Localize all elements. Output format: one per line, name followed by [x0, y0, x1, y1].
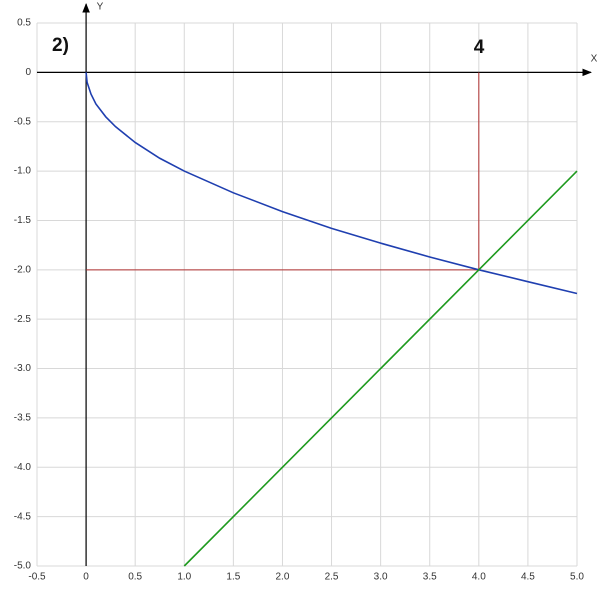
- y-tick-label: -0.5: [14, 116, 32, 127]
- x-tick-label: 4.0: [472, 572, 486, 583]
- x-tick-label: 1.5: [226, 572, 240, 583]
- y-tick-label: -3.5: [14, 413, 32, 424]
- y-axis-label: Y: [97, 2, 104, 13]
- y-tick-label: 0: [25, 67, 31, 78]
- x-tick-label: 0: [83, 572, 89, 583]
- x-tick-label: 1.0: [177, 572, 191, 583]
- x-axis-label: X: [591, 54, 598, 65]
- line-series: [85, 72, 578, 295]
- x-tick-label: 0.5: [128, 572, 142, 583]
- y-tick-label: -3.0: [14, 363, 32, 374]
- x-tick-label: 2.5: [325, 572, 339, 583]
- x-tick-label: 4.5: [521, 572, 535, 583]
- y-tick-label: -2.5: [14, 314, 32, 325]
- annotation: 4: [474, 37, 485, 58]
- y-tick-label: -4.0: [14, 462, 32, 473]
- line-series: [183, 170, 578, 567]
- y-tick-label: -1.5: [14, 215, 32, 226]
- y-tick-label: 0.5: [17, 18, 31, 29]
- x-tick-label: 2.0: [276, 572, 290, 583]
- x-tick-label: 3.0: [374, 572, 388, 583]
- y-tick-label: -2.0: [14, 264, 32, 275]
- x-tick-label: 3.5: [423, 572, 437, 583]
- annotation: 2): [52, 35, 69, 56]
- y-tick-label: -1.0: [14, 166, 32, 177]
- y-tick-label: -5.0: [14, 561, 32, 572]
- y-tick-label: -4.5: [14, 511, 32, 522]
- x-tick-label: 5.0: [570, 572, 584, 583]
- x-tick-label: -0.5: [28, 572, 46, 583]
